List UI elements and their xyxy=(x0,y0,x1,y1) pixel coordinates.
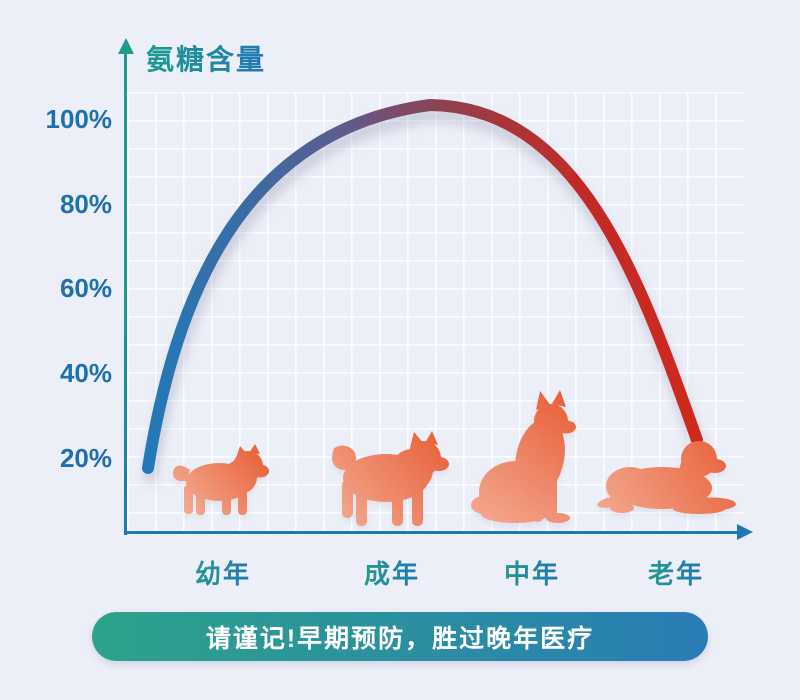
x-axis-line xyxy=(124,531,738,534)
y-tick-20: 20% xyxy=(59,443,112,473)
x-tick-middle-age: 中年 xyxy=(504,554,560,591)
y-tick-60: 60% xyxy=(59,273,112,303)
reminder-banner: 请谨记!早期预防，胜过晚年医疗 xyxy=(92,612,708,661)
reminder-banner-text: 请谨记!早期预防，胜过晚年医疗 xyxy=(205,624,595,653)
x-tick-youth: 幼年 xyxy=(195,554,251,591)
y-tick-40: 40% xyxy=(59,358,112,388)
dog-silhouette-puppy xyxy=(172,444,269,515)
dog-silhouette-adult xyxy=(332,431,449,526)
y-axis-arrow-icon xyxy=(118,38,134,54)
glucosamine-age-curve xyxy=(142,98,703,474)
dog-silhouette-senior xyxy=(597,441,736,514)
y-tick-80: 80% xyxy=(59,189,112,219)
x-axis-arrow-icon xyxy=(737,524,753,540)
x-tick-adult: 成年 xyxy=(364,554,420,591)
y-axis-line xyxy=(124,52,127,535)
x-tick-senior: 老年 xyxy=(648,554,704,591)
y-tick-100: 100% xyxy=(45,104,113,134)
dog-silhouette-middle-age xyxy=(471,390,576,523)
chart-title: 氨糖含量 xyxy=(146,38,266,78)
